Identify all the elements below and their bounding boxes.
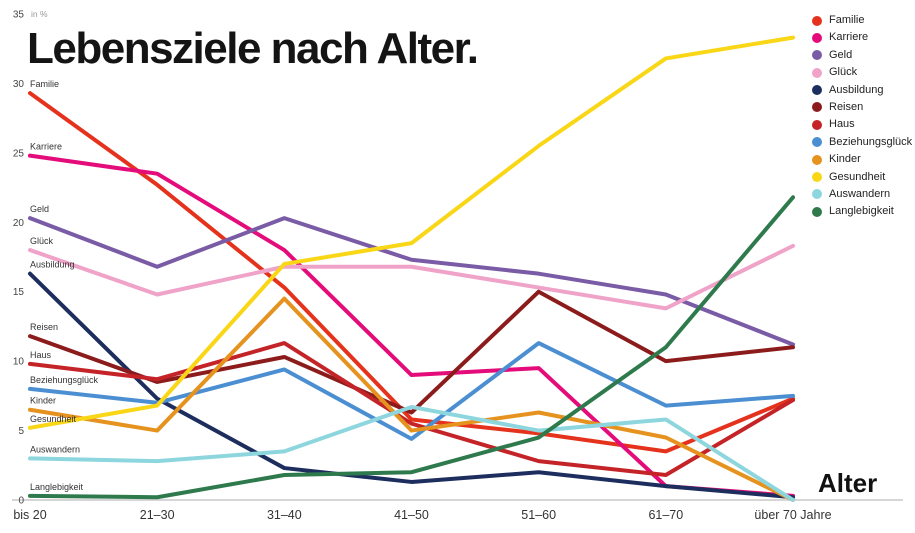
legend-color-dot bbox=[812, 50, 822, 61]
legend-label: Geld bbox=[829, 48, 853, 61]
y-tick-label: 15 bbox=[13, 287, 25, 298]
legend-color-dot bbox=[812, 32, 822, 43]
series-start-label: Haus bbox=[30, 350, 52, 360]
x-tick-label: 21–30 bbox=[140, 508, 175, 522]
legend-label: Glück bbox=[829, 66, 858, 79]
legend-label: Karriere bbox=[829, 31, 869, 44]
chart-title: Lebensziele nach Alter. bbox=[27, 24, 479, 73]
legend-color-dot bbox=[812, 15, 822, 26]
legend-color-dot bbox=[812, 137, 822, 148]
legend-item: Auswandern bbox=[812, 187, 912, 200]
series-line-Ausbildung bbox=[28, 271, 795, 500]
series-line-Kinder bbox=[28, 296, 795, 502]
legend-color-dot bbox=[812, 206, 822, 217]
legend-color-dot bbox=[812, 189, 822, 200]
legend-item: Reisen bbox=[812, 100, 912, 113]
legend-label: Familie bbox=[829, 14, 865, 26]
series-start-label: Langlebigkeit bbox=[30, 482, 84, 492]
series-start-label: Auswandern bbox=[30, 444, 80, 454]
legend-color-dot bbox=[812, 67, 822, 78]
legend-item: Familie bbox=[812, 15, 912, 26]
y-tick-label: 35 bbox=[13, 10, 25, 21]
legend-label: Kinder bbox=[829, 153, 861, 166]
series-line-Haus bbox=[28, 341, 795, 478]
legend-label: Ausbildung bbox=[829, 83, 884, 96]
x-tick-label: 51–60 bbox=[521, 508, 556, 522]
legend-label: Beziehungsglück bbox=[829, 135, 913, 148]
x-tick-label: bis 20 bbox=[13, 508, 46, 522]
series-line-Reisen bbox=[28, 289, 795, 415]
legend-color-dot bbox=[812, 102, 822, 113]
x-tick-label: 31–40 bbox=[267, 508, 302, 522]
series-start-label: Beziehungsglück bbox=[30, 375, 99, 385]
legend: Familie Karriere Geld Glück Ausbildung Reisen… bbox=[812, 15, 912, 217]
series-line-Auswandern bbox=[28, 404, 795, 502]
series-line-Gesundheit bbox=[28, 35, 795, 430]
series-start-label: Karriere bbox=[30, 142, 62, 152]
legend-item: Haus bbox=[812, 119, 912, 130]
series-start-label: Glück bbox=[30, 236, 54, 246]
y-tick-label: 10 bbox=[13, 357, 25, 368]
legend-item: Kinder bbox=[812, 154, 912, 165]
series-start-label: Kinder bbox=[30, 396, 56, 406]
legend-item: Ausbildung bbox=[812, 83, 912, 96]
legend-label: Langlebigkeit bbox=[829, 205, 894, 218]
legend-item: Gesundheit bbox=[812, 170, 912, 183]
legend-color-dot bbox=[812, 85, 822, 96]
series-line-Langlebigkeit bbox=[28, 195, 795, 500]
x-axis-title: Alter bbox=[818, 468, 878, 498]
y-axis-unit-label: in % bbox=[31, 9, 48, 19]
x-tick-label: über 70 Jahre bbox=[754, 508, 831, 522]
legend-color-dot bbox=[812, 172, 822, 183]
series-line-Glück bbox=[28, 243, 795, 311]
series-start-label: Geld bbox=[30, 204, 49, 214]
x-tick-label: 41–50 bbox=[394, 508, 429, 522]
series-start-label: Reisen bbox=[30, 322, 58, 332]
legend-item: Karriere bbox=[812, 32, 912, 43]
series-line-Familie bbox=[28, 91, 795, 454]
legend-item: Glück bbox=[812, 67, 912, 78]
legend-label: Reisen bbox=[829, 100, 864, 113]
legend-item: Beziehungsglück bbox=[812, 135, 913, 148]
y-tick-label: 30 bbox=[13, 79, 25, 90]
series-start-label: Familie bbox=[30, 79, 59, 89]
legend-color-dot bbox=[812, 119, 822, 130]
y-tick-label: 5 bbox=[18, 426, 24, 437]
series-line-Geld bbox=[28, 216, 795, 347]
series-start-label: Gesundheit bbox=[30, 414, 77, 424]
legend-label: Gesundheit bbox=[829, 170, 886, 183]
legend-label: Haus bbox=[829, 118, 855, 131]
legend-color-dot bbox=[812, 154, 822, 165]
legend-label: Auswandern bbox=[829, 187, 891, 200]
series-start-label: Ausbildung bbox=[30, 260, 75, 270]
y-tick-label: 0 bbox=[18, 496, 24, 507]
y-tick-label: 20 bbox=[13, 218, 25, 229]
legend-item: Langlebigkeit bbox=[812, 206, 912, 217]
y-tick-label: 25 bbox=[13, 148, 25, 159]
legend-item: Geld bbox=[812, 48, 912, 61]
x-tick-label: 61–70 bbox=[648, 508, 683, 522]
